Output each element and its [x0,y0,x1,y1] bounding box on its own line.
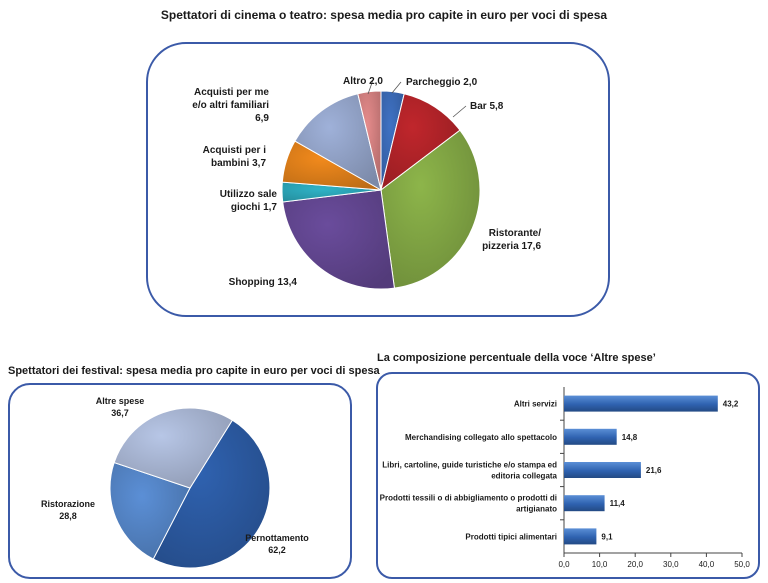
pie-slice-pernottamento [152,419,271,569]
category-label-prodotti-tessili-o-di-abbigliamento-o-prodotti-di: Prodotti tessili o di abbigliamento o pr… [380,494,557,514]
bar-value-label: 21,6 [646,466,662,475]
pie-label-ristorante: Ristorante/pizzeria 17,6 [482,228,541,252]
bar-value-label: 9,1 [601,532,613,541]
pie-leader-line [452,105,467,118]
bar-libri-cartoline-guide-turistiche-e-o-stampa-ed [564,462,641,478]
pie-slice-ristorazione [109,461,191,560]
pie-label-parcheggio-2-0: Parcheggio 2,0 [406,77,478,88]
category-label-libri-cartoline-guide-turistiche-e-o-stampa-ed: Libri, cartoline, guide turistiche e/o s… [382,461,557,481]
category-label-altri-servizi: Altri servizi [514,400,557,409]
cinema-chart-title: Spettatori di cinema o teatro: spesa med… [160,8,608,22]
pie-leader-line [367,79,374,95]
pie-label-acquisti-per-i: Acquisti per i bambini 3,7 [203,145,267,169]
pie-slice-bar-5-8 [380,93,461,192]
category-label-merchandising-collegato-allo-spettacolo: Merchandising collegato allo spettacolo [405,433,557,442]
pie-slice-acquisti-per-me [294,93,382,192]
pie-label-bar-5-8: Bar 5,8 [470,101,504,112]
category-label-prodotti-tipici-alimentari: Prodotti tipici alimentari [465,532,557,541]
x-tick-label: 0,0 [558,560,570,569]
bar-value-label: 14,8 [622,433,638,442]
pie-label-ristorazione: Ristorazione 28,8 [41,499,95,521]
pie-label-altre-spese: Altre spese 36,7 [96,396,145,418]
pie-slice-ristorante [380,129,481,289]
x-tick-label: 10,0 [592,560,608,569]
bar-value-label: 43,2 [723,400,739,409]
bar-altri-servizi [564,395,718,412]
altre-spese-chart-title: La composizione percentuale della voce ‘… [377,352,656,364]
pie-label-utilizzo-sale: Utilizzo sale giochi 1,7 [220,189,278,213]
pie-label-shopping-13-4: Shopping 13,4 [229,277,298,288]
pie-slice-altro-2-0 [357,90,382,191]
bar-value-label: 11,4 [610,499,626,508]
x-tick-label: 50,0 [734,560,750,569]
x-tick-label: 40,0 [699,560,715,569]
x-tick-label: 20,0 [627,560,643,569]
festival-chart-title: Spettatori dei festival: spesa media pro… [8,365,380,377]
pie-slice-shopping-13-4 [282,189,395,290]
pie-label-acquisti-per-me: Acquisti per me e/o altri familiari 6,9 [192,87,269,124]
bar-prodotti-tessili-o-di-abbigliamento-o-prodotti-di [564,495,605,512]
bar-merchandising-collegato-allo-spettacolo [564,428,617,445]
x-tick-label: 30,0 [663,560,679,569]
pie-slice-altre-spese [113,407,234,489]
pie-label-altro-2-0: Altro 2,0 [343,76,383,87]
pie-label-pernottamento: Pernottamento 62,2 [245,533,309,555]
pie-leader-line [391,81,402,94]
bar-prodotti-tipici-alimentari [564,528,597,545]
